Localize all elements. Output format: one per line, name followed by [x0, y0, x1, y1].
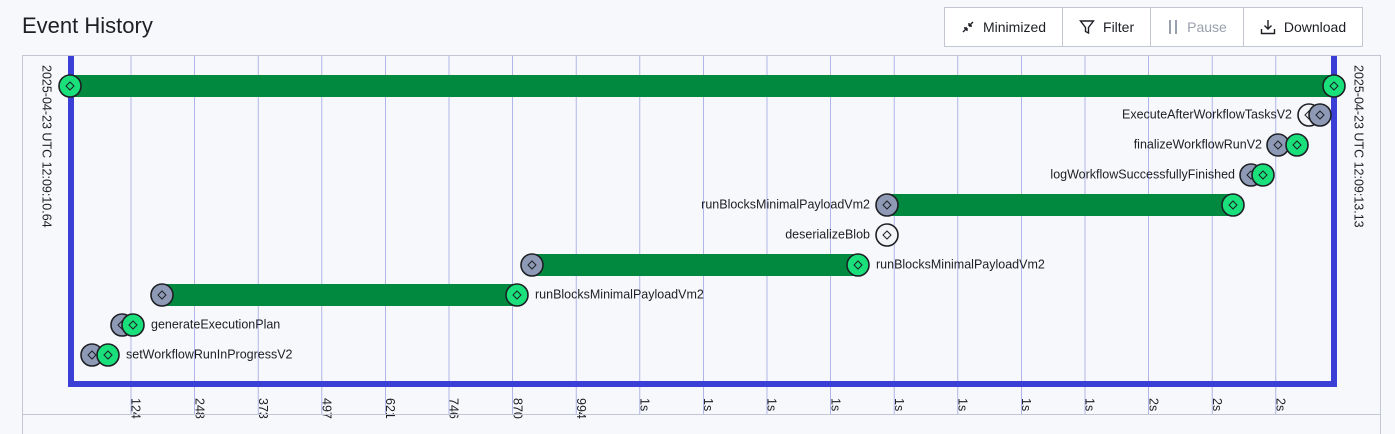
event-label: runBlocksMinimalPayloadVm2 — [701, 197, 870, 211]
tick-label: 994 — [574, 398, 588, 419]
node-icon — [1329, 81, 1339, 91]
node-icon — [128, 320, 138, 330]
icon — [1169, 20, 1178, 34]
page-title: Event History — [22, 13, 153, 38]
node-icon — [103, 350, 113, 360]
event-node — [96, 343, 120, 367]
tick-label: 2s — [1146, 398, 1160, 411]
node-icon — [1315, 110, 1325, 120]
button-label: Minimized — [983, 19, 1047, 35]
button-label: Filter — [1103, 19, 1135, 35]
events: ExecuteAfterWorkflowTasksV2 finalizeWorkf… — [58, 74, 1346, 367]
tick-label: 1s — [638, 398, 652, 411]
node-icon — [157, 290, 167, 300]
tick-label: 621 — [383, 398, 397, 419]
node-icon — [882, 200, 892, 210]
event-label: deserializeBlob — [785, 227, 870, 241]
event-node — [1308, 103, 1332, 127]
frame — [68, 56, 1337, 387]
event-label: logWorkflowSuccessfullyFinished — [1050, 167, 1235, 181]
node-icon — [87, 350, 97, 360]
download-button[interactable]: Download — [1244, 8, 1362, 46]
event-node — [58, 74, 82, 98]
tick-label: 1s — [956, 398, 970, 411]
node-icon — [512, 290, 522, 300]
filter-button[interactable]: Filter — [1063, 8, 1152, 46]
node-icon — [1273, 140, 1283, 150]
icon — [1079, 20, 1095, 35]
event-bar — [70, 75, 1334, 97]
tick-label: 2s — [1274, 398, 1288, 411]
event-node — [846, 253, 870, 277]
event-node — [1221, 193, 1245, 217]
event-bar — [887, 194, 1233, 216]
button-label: Pause — [1187, 19, 1227, 35]
tick-label: 124 — [129, 398, 143, 419]
node-icon — [65, 81, 75, 91]
event-node — [1322, 74, 1346, 98]
event-label: setWorkflowRunInProgressV2 — [126, 347, 293, 361]
grid: 124 248 373 497 621 746 870 994 1s 1s 1s 1s 1s 1s 1s 1s… — [129, 56, 1288, 419]
tick-label: 2s — [1210, 398, 1224, 411]
event-label: ExecuteAfterWorkflowTasksV2 — [1122, 107, 1292, 121]
tick-label: 373 — [256, 398, 270, 419]
start-time: 2025-04-23 UTC 12:09:10.64 — [40, 65, 54, 228]
event-node — [875, 193, 899, 217]
tick-label: 1s — [765, 398, 779, 411]
tick-label: 1s — [1019, 398, 1033, 411]
node-icon — [882, 230, 892, 240]
event-node — [1285, 133, 1309, 157]
node-icon — [853, 260, 863, 270]
event-node — [505, 283, 529, 307]
event-node — [520, 253, 544, 277]
event-label: finalizeWorkflowRunV2 — [1134, 137, 1262, 151]
event-bar — [162, 284, 517, 306]
tick-label: 497 — [320, 398, 334, 419]
event-bar — [532, 254, 858, 276]
node-icon — [1258, 170, 1268, 180]
tick-label: 1s — [828, 398, 842, 411]
tick-label: 248 — [192, 398, 206, 419]
event-node — [150, 283, 174, 307]
tick-label: 1s — [701, 398, 715, 411]
end-time: 2025-04-23 UTC 12:09:13.13 — [1352, 65, 1366, 228]
toolbar: Minimized Filter Pause Download — [944, 7, 1364, 47]
event-label: runBlocksMinimalPayloadVm2 — [876, 257, 1045, 271]
node-icon — [527, 260, 537, 270]
tick-label: 1s — [1083, 398, 1097, 411]
event-node — [121, 313, 145, 337]
node-icon — [1228, 200, 1238, 210]
node-icon — [1292, 140, 1302, 150]
tick-label: 870 — [510, 398, 524, 419]
button-label: Download — [1283, 19, 1347, 35]
minimize-button[interactable]: Minimized — [945, 8, 1064, 46]
icon — [962, 21, 974, 33]
event-label: generateExecutionPlan — [151, 317, 280, 331]
tick-label: 746 — [447, 398, 461, 419]
event-label: runBlocksMinimalPayloadVm2 — [535, 287, 704, 301]
event-node — [1251, 163, 1275, 187]
tick-label: 1s — [892, 398, 906, 411]
panel — [22, 55, 1381, 434]
pause-button[interactable]: Pause — [1151, 8, 1244, 46]
event-node — [875, 223, 899, 247]
icon — [1260, 20, 1276, 35]
